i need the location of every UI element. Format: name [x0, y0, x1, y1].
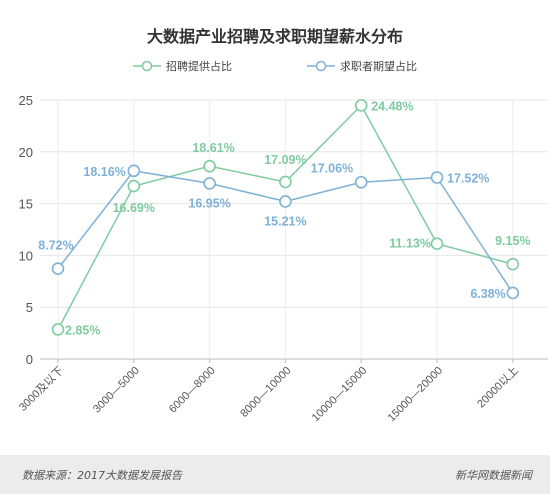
data-point — [203, 159, 216, 173]
data-labels: 2.85% 16.69% 18.61% 17.09% 24.48% 11.13% 9.15%… — [38, 99, 530, 337]
x-tick-label: 3000—5000 — [91, 365, 142, 416]
axes: 0 5 10 15 20 25 3000及以下 3000—5000 6000—8000 8000—… — [17, 93, 521, 424]
y-tick-label: 5 — [26, 300, 33, 315]
data-point — [279, 175, 292, 189]
data-point — [506, 286, 520, 300]
footer-credit: 新华网数据新闻 — [455, 469, 532, 482]
y-tick-label: 20 — [19, 145, 33, 160]
data-label: 17.09% — [264, 153, 306, 167]
data-point — [430, 237, 444, 250]
data-label: 24.48% — [371, 99, 413, 113]
data-label: 11.13% — [389, 237, 431, 251]
footer-source: 数据来源：2017大数据发展报告 — [22, 469, 182, 482]
data-label: 9.15% — [495, 234, 530, 248]
data-point — [354, 99, 368, 112]
y-tick-label: 10 — [19, 248, 33, 263]
data-label: 16.69% — [113, 201, 155, 215]
footer: 数据来源：2017大数据发展报告 新华网数据新闻 — [0, 455, 550, 494]
x-tick-label: 15000—20000 — [386, 365, 446, 425]
data-point — [51, 262, 65, 275]
data-point — [430, 171, 444, 184]
data-point — [506, 257, 520, 271]
x-tick-label: 8000—10000 — [238, 365, 293, 420]
series — [51, 99, 520, 336]
legend-item-recruit[interactable]: 招聘提供占比 — [133, 59, 232, 73]
y-tick-label: 0 — [26, 352, 33, 367]
data-label: 2.85% — [65, 323, 100, 337]
data-label: 18.61% — [192, 141, 234, 155]
legend-label-jobseeker: 求职者期望占比 — [340, 59, 417, 73]
data-point — [279, 195, 292, 208]
y-tick-label: 25 — [19, 93, 33, 108]
legend: 招聘提供占比 求职者期望占比 — [133, 59, 417, 73]
data-label: 17.06% — [311, 161, 353, 175]
data-point — [354, 175, 368, 189]
x-tick-label: 20000以上 — [475, 364, 521, 410]
data-point — [203, 177, 216, 190]
data-label: 17.52% — [447, 171, 489, 185]
data-label: 16.95% — [188, 196, 230, 210]
data-label: 6.38% — [470, 287, 505, 301]
data-point — [127, 164, 141, 178]
data-point — [127, 179, 141, 193]
data-label: 18.16% — [83, 165, 125, 179]
data-label: 8.72% — [38, 239, 73, 253]
data-point — [51, 323, 65, 336]
x-tick-label: 3000及以下 — [17, 365, 66, 414]
data-label: 15.21% — [264, 214, 306, 228]
x-tick-label: 10000—15000 — [310, 365, 370, 425]
x-tick-label: 6000—8000 — [167, 365, 218, 416]
line-chart: 大数据产业招聘及求职期望薪水分布 招聘提供占比 求职者期望占比 0 5 10 15 20… — [17, 27, 548, 424]
legend-item-jobseeker[interactable]: 求职者期望占比 — [307, 59, 417, 73]
legend-label-recruit: 招聘提供占比 — [166, 59, 232, 73]
chart-title: 大数据产业招聘及求职期望薪水分布 — [147, 27, 403, 46]
y-tick-label: 15 — [19, 197, 33, 212]
